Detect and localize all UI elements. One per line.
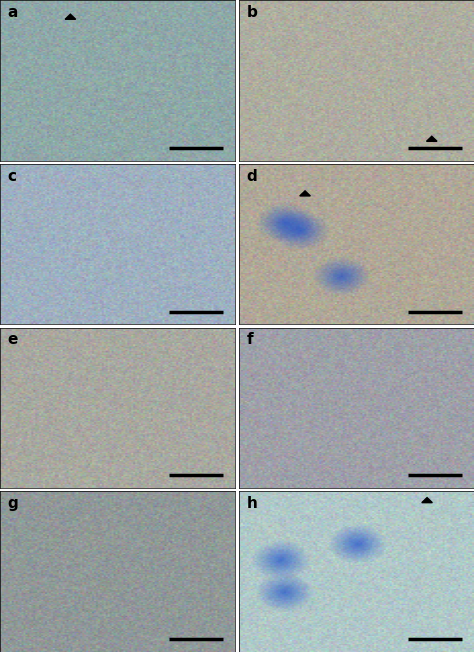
Text: d: d <box>246 169 257 184</box>
FancyArrow shape <box>427 136 437 141</box>
Text: b: b <box>246 5 257 20</box>
Text: f: f <box>246 333 253 348</box>
Text: c: c <box>7 169 16 184</box>
FancyArrow shape <box>65 14 76 20</box>
Text: h: h <box>246 496 257 511</box>
FancyArrow shape <box>300 191 310 196</box>
Text: e: e <box>7 333 18 348</box>
Text: g: g <box>7 496 18 511</box>
FancyArrow shape <box>422 497 432 503</box>
Text: a: a <box>7 5 18 20</box>
